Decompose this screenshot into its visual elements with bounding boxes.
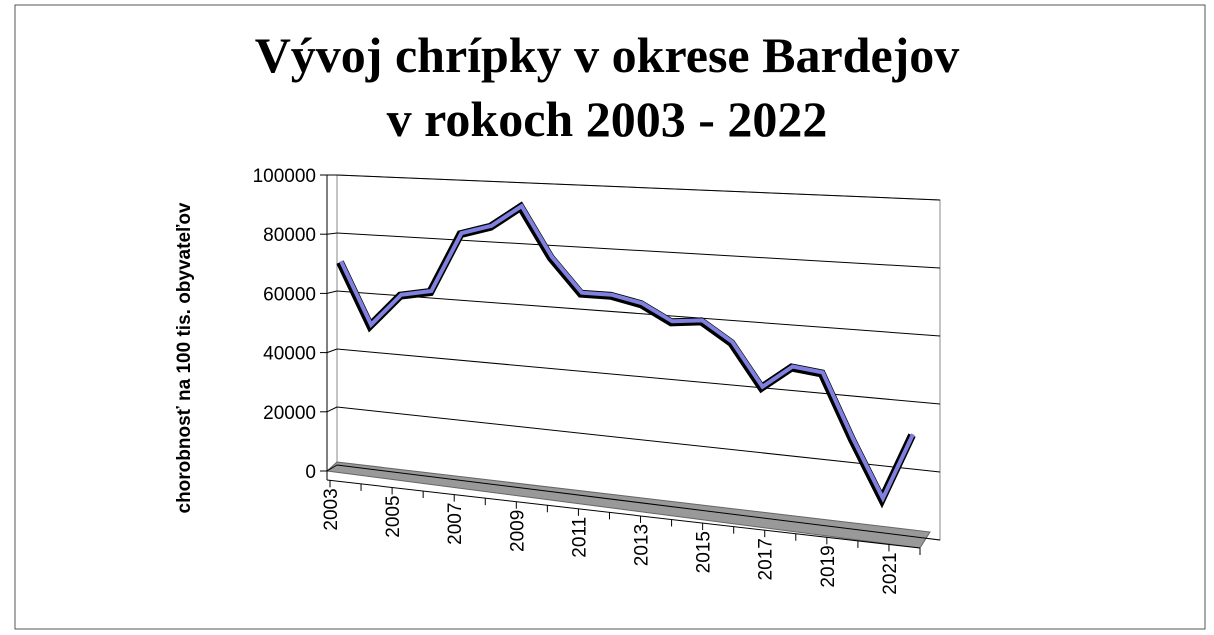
chart-title: Vývoj chrípky v okrese Bardejov [255,27,960,83]
x-tick-label: 2003 [321,488,342,530]
x-axis [326,479,921,549]
y-tick-label: 60000 [263,284,316,305]
grid-line [336,406,941,473]
y-tick-label: 80000 [263,225,316,246]
grid-line [326,464,338,472]
y-tick-label: 100000 [253,166,316,187]
x-tick-label: 2015 [694,531,715,573]
series-line [339,203,915,503]
x-tick-label: 2013 [632,524,653,566]
grid-line [326,406,338,413]
grid-line [336,232,941,269]
grid-line [326,232,338,235]
x-tick-label: 2007 [445,503,466,545]
grid-line [336,464,941,541]
x-tick-label: 2019 [818,545,839,587]
x-tick-label: 2005 [383,495,404,537]
y-tick-label: 20000 [263,403,316,424]
grid-line [326,348,338,354]
floor [325,461,931,549]
x-tick-label: 2011 [569,517,590,558]
y-tick-label: 40000 [263,344,316,365]
grid-line [336,290,941,337]
x-tick-label: 2009 [507,510,528,552]
grid-line [336,348,941,405]
grid-line [326,290,338,294]
x-tick-label: 2021 [880,552,901,594]
x-tick-label: 2017 [756,538,777,580]
y-tick-label: 0 [305,462,316,483]
side-wall [326,174,338,472]
chart-subtitle: v rokoch 2003 - 2022 [387,91,828,147]
grid-line [336,174,941,201]
y-axis-label: chorobnosť na 100 tis. obyvateľov [174,202,195,513]
